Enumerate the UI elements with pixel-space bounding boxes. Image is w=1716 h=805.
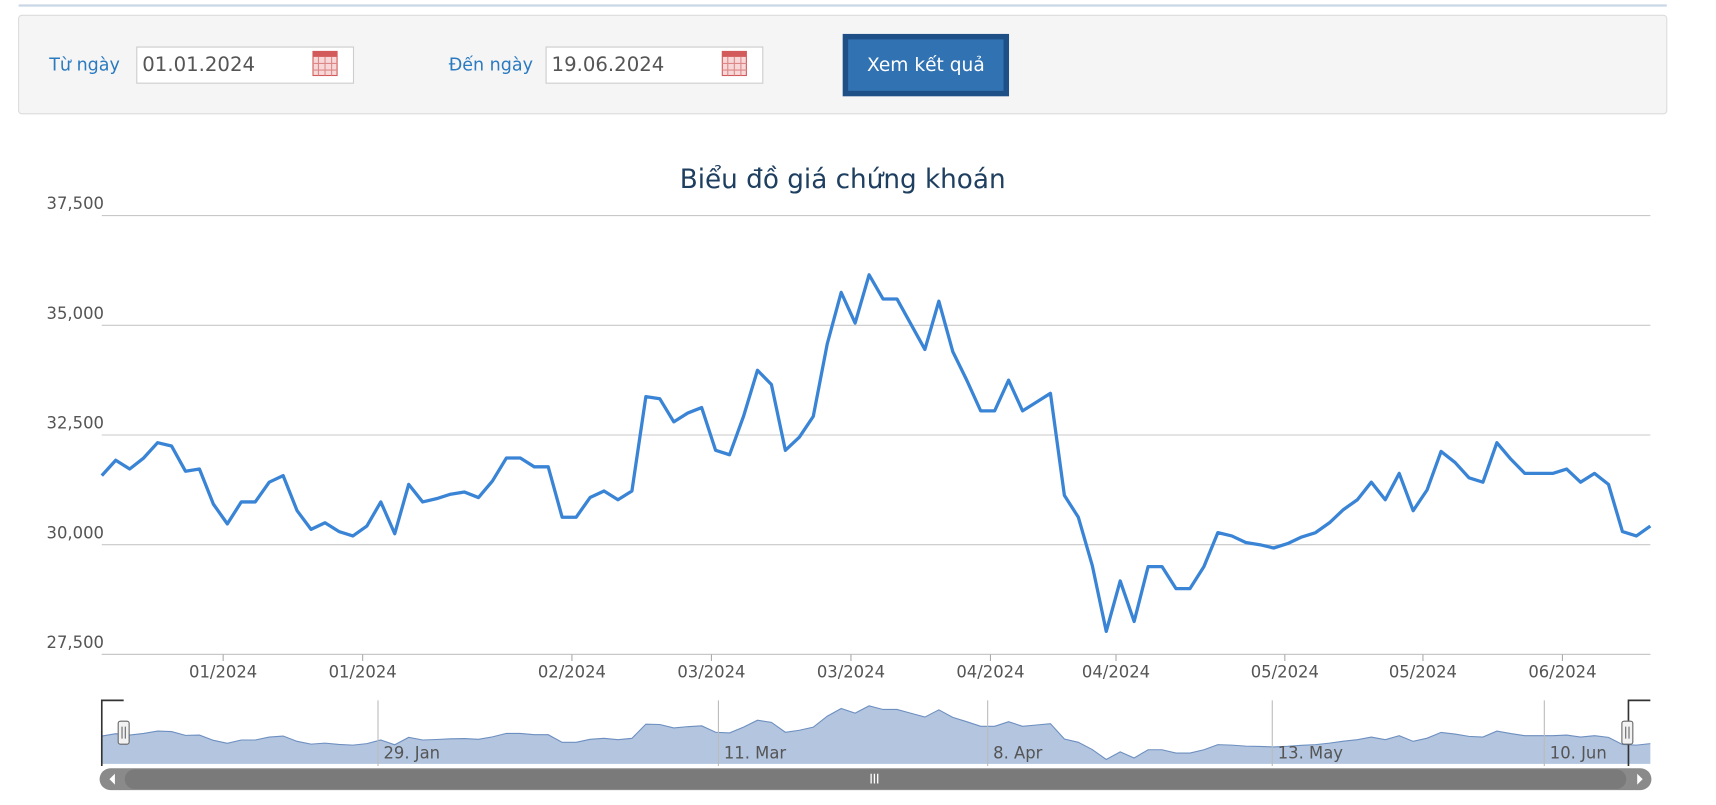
to-label: Đến ngày: [449, 55, 533, 76]
x-tick-label: 01/2024: [329, 663, 397, 682]
x-tick-label: 01/2024: [189, 663, 257, 682]
calendar-icon[interactable]: [312, 50, 338, 77]
x-tick-label: 04/2024: [1082, 663, 1150, 682]
navigator-label: 10. Jun: [1550, 744, 1607, 763]
navigator-label: 29. Jan: [383, 744, 440, 763]
price-line: [100, 273, 1652, 634]
y-tick-label: 32,500: [47, 414, 104, 433]
navigator-label: 13. May: [1278, 744, 1344, 763]
y-tick-label: 37,500: [47, 194, 104, 213]
from-label: Từ ngày: [48, 56, 120, 76]
x-tick-label: 06/2024: [1528, 663, 1596, 682]
x-tick-label: 02/2024: [538, 663, 606, 682]
navigator-handle[interactable]: [117, 720, 130, 745]
scroll-right[interactable]: [1637, 773, 1643, 785]
x-tick-label: 05/2024: [1251, 663, 1319, 682]
submit-button-inner[interactable]: [848, 39, 1004, 91]
chart-title: Biểu đồ giá chứng khoán: [680, 164, 1006, 195]
calendar-icon[interactable]: [721, 50, 747, 77]
scroll-left[interactable]: [109, 773, 115, 785]
y-tick-label: 27,500: [47, 633, 104, 652]
navigator-label: 11. Mar: [724, 744, 787, 763]
navigator-line: [101, 705, 1651, 761]
from-value[interactable]: 01.01.2024: [142, 53, 255, 76]
handle-grip[interactable]: [1625, 726, 1630, 739]
to-value[interactable]: 19.06.2024: [552, 53, 665, 76]
x-tick-label: 03/2024: [677, 663, 745, 682]
submit-label[interactable]: Xem kết quả: [867, 54, 985, 76]
y-tick-label: 30,000: [47, 523, 104, 542]
handle-grip[interactable]: [121, 726, 126, 739]
scrollbar-grip[interactable]: [870, 773, 879, 784]
navigator-area: [101, 705, 1651, 764]
x-tick-label: 03/2024: [817, 663, 885, 682]
y-tick-label: 35,000: [47, 304, 104, 323]
x-tick-label: 04/2024: [956, 663, 1024, 682]
navigator-handle[interactable]: [1621, 720, 1634, 745]
scrollbar-thumb[interactable]: [124, 769, 1627, 790]
navigator-label: 8. Apr: [993, 744, 1043, 763]
x-tick-label: 05/2024: [1389, 663, 1457, 682]
